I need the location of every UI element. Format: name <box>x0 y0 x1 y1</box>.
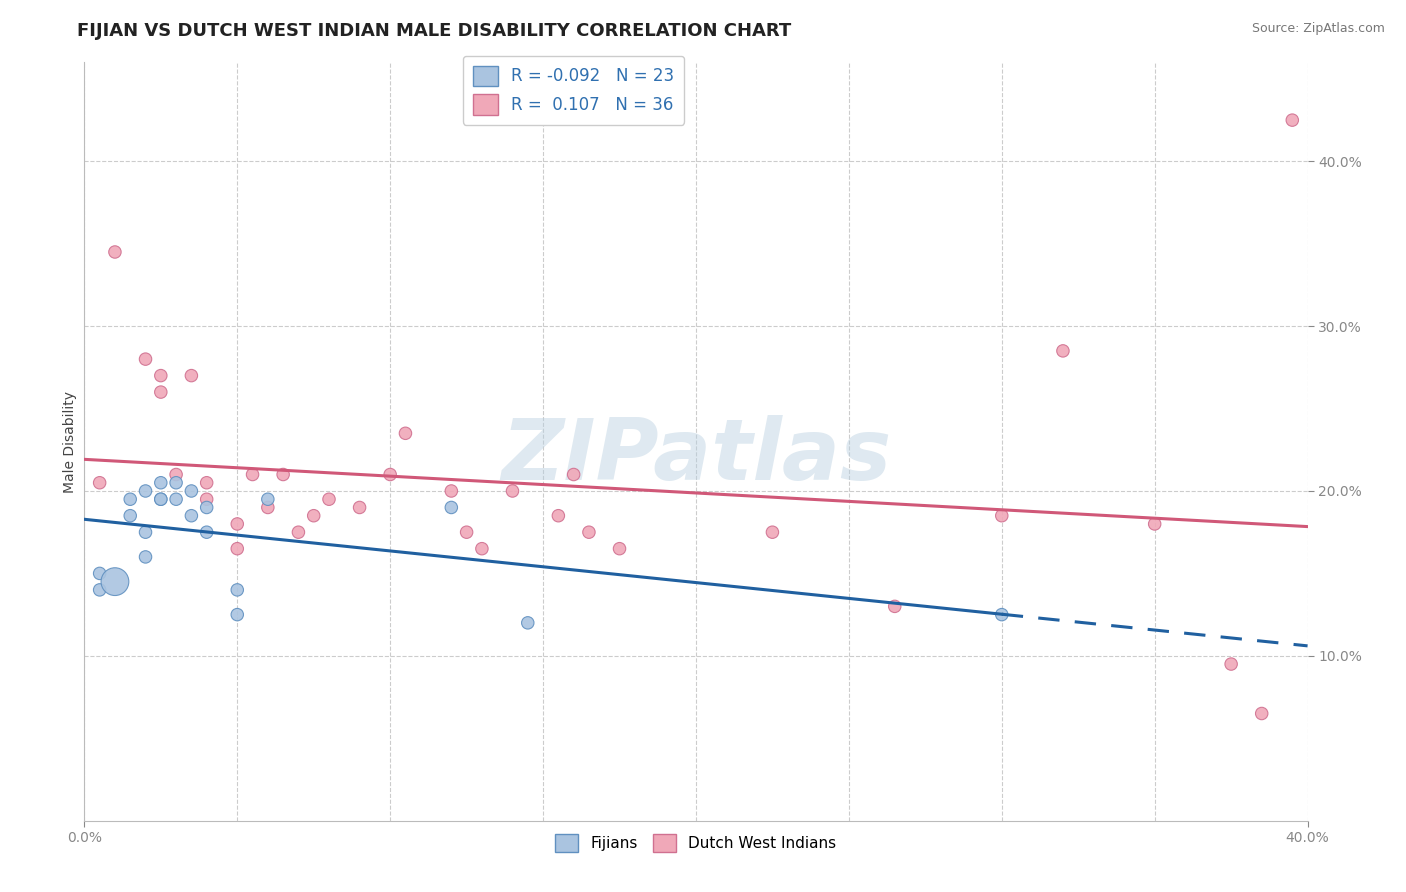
Point <box>104 574 127 589</box>
Point <box>149 385 172 400</box>
Point <box>578 525 600 540</box>
Point <box>991 508 1014 523</box>
Y-axis label: Male Disability: Male Disability <box>63 391 77 492</box>
Point <box>226 516 249 531</box>
Point <box>471 541 494 556</box>
Point <box>516 615 538 630</box>
Point <box>89 566 111 581</box>
Point <box>195 525 218 540</box>
Point <box>195 500 218 515</box>
Point <box>257 492 280 507</box>
Point <box>1052 343 1074 358</box>
Point <box>180 483 202 498</box>
Text: ZIPatlas: ZIPatlas <box>501 415 891 499</box>
Point <box>380 467 402 482</box>
Point <box>609 541 631 556</box>
Point <box>318 492 340 507</box>
Point <box>149 475 172 490</box>
Point <box>165 492 187 507</box>
Point <box>883 599 905 614</box>
Text: FIJIAN VS DUTCH WEST INDIAN MALE DISABILITY CORRELATION CHART: FIJIAN VS DUTCH WEST INDIAN MALE DISABIL… <box>77 22 792 40</box>
Point <box>226 607 249 622</box>
Point <box>226 541 249 556</box>
Point <box>547 508 569 523</box>
Point <box>440 483 463 498</box>
Text: Source: ZipAtlas.com: Source: ZipAtlas.com <box>1251 22 1385 36</box>
Point <box>135 549 157 564</box>
Point <box>456 525 478 540</box>
Point <box>135 483 157 498</box>
Point <box>120 508 142 523</box>
Point <box>135 352 157 367</box>
Point <box>120 492 142 507</box>
Point <box>165 467 187 482</box>
Point <box>287 525 309 540</box>
Point <box>349 500 371 515</box>
Point <box>394 426 416 441</box>
Point <box>149 492 172 507</box>
Point <box>180 368 202 383</box>
Point <box>104 244 127 259</box>
Point <box>135 525 157 540</box>
Point <box>195 475 218 490</box>
Point <box>761 525 783 540</box>
Point <box>440 500 463 515</box>
Point <box>271 467 294 482</box>
Point <box>226 582 249 597</box>
Point <box>89 475 111 490</box>
Point <box>991 607 1014 622</box>
Point <box>1143 516 1166 531</box>
Point <box>302 508 325 523</box>
Point <box>195 492 218 507</box>
Point <box>149 368 172 383</box>
Point <box>257 500 280 515</box>
Point <box>1220 657 1243 671</box>
Point <box>1250 706 1272 721</box>
Point <box>562 467 585 482</box>
Legend: Fijians, Dutch West Indians: Fijians, Dutch West Indians <box>550 828 842 858</box>
Point <box>1281 113 1303 128</box>
Point <box>502 483 524 498</box>
Point <box>242 467 264 482</box>
Point <box>89 582 111 597</box>
Point <box>149 492 172 507</box>
Point <box>165 475 187 490</box>
Point <box>180 508 202 523</box>
